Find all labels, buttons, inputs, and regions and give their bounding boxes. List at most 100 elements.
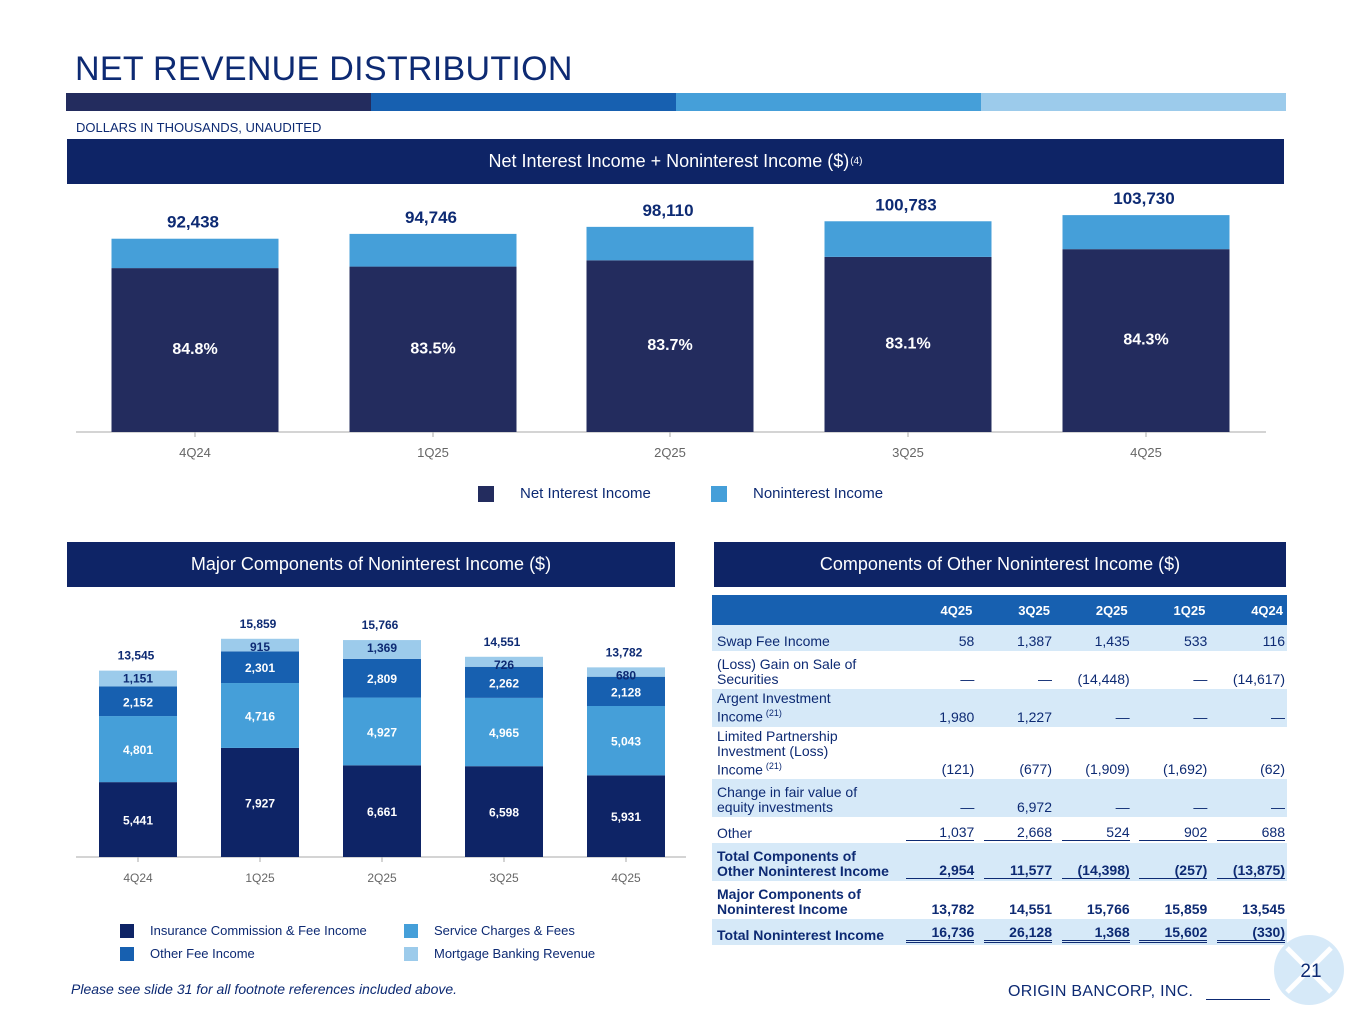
- segment-label: 5,931: [611, 810, 641, 824]
- cell-value: —: [1115, 799, 1130, 816]
- segment-label: 1,151: [123, 672, 153, 686]
- row-label: Argent Investment Income (21): [712, 689, 899, 727]
- table-cell: 1,227: [976, 689, 1054, 727]
- bar-total-label: 13,782: [606, 645, 643, 659]
- legend-label-net-interest: Net Interest Income: [520, 485, 651, 502]
- page-title: NET REVENUE DISTRIBUTION: [75, 50, 573, 88]
- table-header-col: 2Q25: [1054, 595, 1132, 625]
- table-cell: 16,736: [898, 919, 977, 946]
- row-label: (Loss) Gain on Sale of Securities: [712, 651, 899, 689]
- table-row: Limited Partnership Investment (Loss) In…: [712, 727, 1287, 780]
- legend-label-mortgage: Mortgage Banking Revenue: [434, 946, 596, 961]
- legend-insurance: Insurance Commission & Fee Income: [120, 923, 367, 938]
- cell-value: 15,859: [1164, 901, 1208, 918]
- row-label-text: (Loss) Gain on Sale of Securities: [717, 656, 857, 687]
- bar-net-interest: [111, 268, 279, 432]
- cell-value: 1,387: [1016, 633, 1052, 649]
- bar-total-label: 92,438: [167, 213, 219, 232]
- table-cell: (14,398): [1054, 843, 1132, 882]
- bar-insurance: [343, 765, 421, 857]
- row-label: Total Noninterest Income: [712, 919, 899, 946]
- segment-label: 6,661: [367, 805, 397, 819]
- bar-other-fee: [343, 658, 421, 698]
- table-cell: 6,972: [976, 779, 1054, 818]
- x-tick-label: 2Q25: [367, 871, 397, 885]
- table-cell: 1,387: [976, 625, 1054, 651]
- cell-value: —: [960, 671, 975, 687]
- cell-value: 26,128: [984, 924, 1052, 944]
- table-cell: 1,435: [1054, 625, 1132, 651]
- cell-value: (677): [1019, 761, 1052, 778]
- bar-total-label: 94,746: [405, 208, 457, 227]
- cell-value: —: [1038, 671, 1052, 687]
- net-interest-share-label: 83.7%: [647, 337, 692, 354]
- table-header-label: [712, 595, 899, 625]
- table-row: Major Components of Noninterest Income 13…: [712, 881, 1287, 919]
- cell-value: (62): [1260, 761, 1285, 778]
- table-cell: 2,668: [976, 817, 1054, 843]
- legend-label-noninterest: Noninterest Income: [753, 485, 884, 502]
- table-cell: 1,980: [898, 689, 977, 727]
- table-cell: 15,859: [1132, 881, 1210, 919]
- bar-total-label: 103,730: [1113, 190, 1174, 208]
- x-tick-label: 1Q25: [245, 871, 275, 885]
- bar-insurance: [221, 747, 299, 857]
- table-cell: —: [899, 651, 977, 689]
- table-cell: 902: [1132, 817, 1210, 843]
- row-label: Swap Fee Income: [712, 625, 899, 651]
- x-tick-label: 4Q25: [611, 871, 641, 885]
- top-chart-title: Net Interest Income + Noninterest Income…: [488, 151, 850, 171]
- bar-noninterest: [1062, 215, 1230, 250]
- cell-value: 15,766: [1086, 901, 1130, 918]
- table-header-col: 4Q24: [1209, 595, 1287, 625]
- row-label: Limited Partnership Investment (Loss) In…: [712, 727, 899, 780]
- cell-value: (14,398): [1061, 862, 1130, 880]
- legend-swatch-mortgage: [404, 946, 418, 961]
- other-noninterest-table: 4Q25 3Q25 2Q25 1Q25 4Q24 Swap Fee Income…: [712, 595, 1287, 946]
- segment-label: 2,152: [123, 695, 153, 709]
- legend-swatch-insurance: [120, 923, 134, 938]
- segment-label: 2,301: [245, 661, 275, 675]
- bar-mortgage: [221, 638, 299, 652]
- segment-label: 4,965: [489, 726, 519, 740]
- segment-label: 4,716: [245, 709, 275, 723]
- row-footnote-ref: (21): [765, 708, 782, 718]
- table-cell: —: [1209, 779, 1287, 818]
- legend-label-insurance: Insurance Commission & Fee Income: [150, 923, 367, 938]
- top-chart-banner: Net Interest Income + Noninterest Income…: [67, 139, 1284, 184]
- legend-service: Service Charges & Fees: [404, 923, 575, 938]
- table-cell: —: [1054, 779, 1132, 818]
- bar-mortgage: [465, 656, 543, 667]
- table-row: Argent Investment Income (21) 1,980 1,227 — —…: [712, 689, 1287, 727]
- cell-value: 15,602: [1139, 924, 1208, 944]
- row-label-text: Other: [717, 825, 753, 842]
- table-cell: 26,128: [976, 919, 1054, 946]
- legend-swatch-other-fee: [120, 946, 134, 961]
- table-cell: (121): [899, 727, 977, 780]
- cell-value: —: [1271, 799, 1285, 816]
- legend-label-service: Service Charges & Fees: [434, 923, 575, 938]
- table-row: Change in fair value of equity investmen…: [712, 779, 1287, 818]
- cell-value: (1,909): [1085, 761, 1130, 778]
- cell-value: (121): [941, 761, 975, 778]
- bar-service-charges: [343, 697, 421, 766]
- table-row: Other 1,037 2,668 524 902 688: [712, 817, 1287, 843]
- row-label-text: Argent Investment Income: [717, 690, 831, 725]
- row-footnote-ref: (21): [765, 760, 782, 771]
- segment-label: 2,128: [611, 685, 641, 699]
- cell-value: 524: [1061, 824, 1130, 842]
- bar-noninterest: [349, 233, 517, 267]
- bar-total-label: 13,545: [118, 649, 155, 663]
- table-cell: 116: [1209, 625, 1287, 651]
- table-cell: (677): [976, 727, 1054, 780]
- page-subtitle: DOLLARS IN THOUSANDS, UNAUDITED: [76, 120, 322, 135]
- table-row: Swap Fee Income 58 1,387 1,435 533 116: [712, 625, 1287, 651]
- header-stripe-3: [676, 93, 981, 111]
- bar-other-fee: [465, 666, 543, 698]
- segment-label: 680: [616, 668, 636, 682]
- bar-total-label: 15,766: [362, 618, 399, 632]
- bar-noninterest: [824, 221, 992, 257]
- table-header-row: 4Q25 3Q25 2Q25 1Q25 4Q24: [712, 595, 1287, 625]
- bar-noninterest: [586, 226, 754, 261]
- legend-swatch-service: [404, 923, 418, 938]
